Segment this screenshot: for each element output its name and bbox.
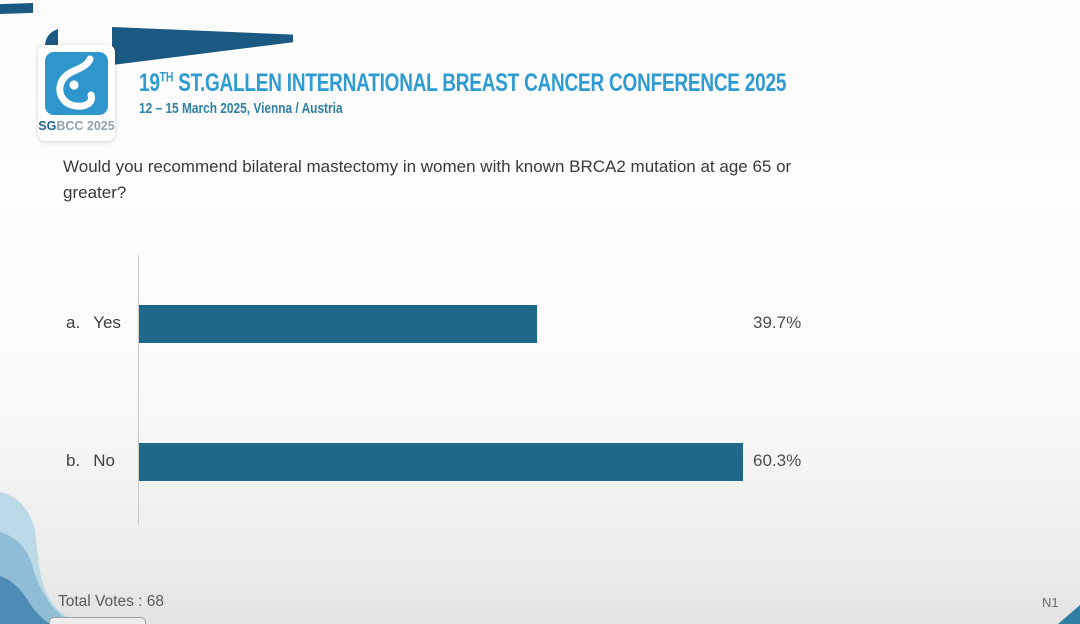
category-label-no: b. No: [66, 451, 132, 473]
poll-question-line2: greater?: [63, 183, 127, 202]
partial-button-cutoff[interactable]: [49, 617, 146, 624]
conference-subtitle: 12 – 15 March 2025, Vienna / Austria: [139, 101, 343, 117]
logo-text-bcc: BCC 2025: [56, 119, 115, 133]
category-text-yes: Yes: [93, 313, 121, 332]
sgbcc-breast-icon: [56, 55, 95, 110]
conference-title: 19TH ST.GALLEN INTERNATIONAL BREAST CANC…: [139, 69, 786, 98]
sgbcc-logo-text: SGBCC 2025: [38, 119, 115, 133]
logo-text-sg: SG: [38, 119, 57, 133]
poll-question: Would you recommend bilateral mastectomy…: [63, 154, 943, 206]
swoosh-wedge-decoration: [0, 3, 33, 14]
category-prefix-a: a.: [66, 313, 81, 332]
conference-title-text: ST.GALLEN INTERNATIONAL BREAST CANCER CO…: [178, 69, 787, 97]
value-label-no: 60.3%: [753, 451, 802, 470]
swoosh-flag-decoration: [112, 27, 293, 65]
category-text-no: No: [93, 451, 115, 470]
bar-yes: [139, 305, 537, 343]
value-label-yes: 39.7%: [753, 313, 802, 332]
conference-title-number: 19: [139, 69, 160, 97]
total-votes: Total Votes : 68: [58, 593, 164, 610]
category-prefix-b: b.: [66, 451, 81, 470]
conference-title-ordinal: TH: [159, 69, 174, 85]
corner-wave-decoration: [0, 492, 80, 624]
category-label-yes: a. Yes: [66, 313, 132, 335]
slide-code: N1: [1042, 595, 1059, 610]
chart-axis-line: [138, 255, 139, 525]
sgbcc-logo-square: [45, 52, 108, 115]
corner-triangle-decoration: [1058, 605, 1080, 624]
sgbcc-logo: SGBCC 2025: [38, 45, 115, 141]
bar-no: [139, 443, 744, 481]
poll-question-line1: Would you recommend bilateral mastectomy…: [63, 157, 792, 176]
